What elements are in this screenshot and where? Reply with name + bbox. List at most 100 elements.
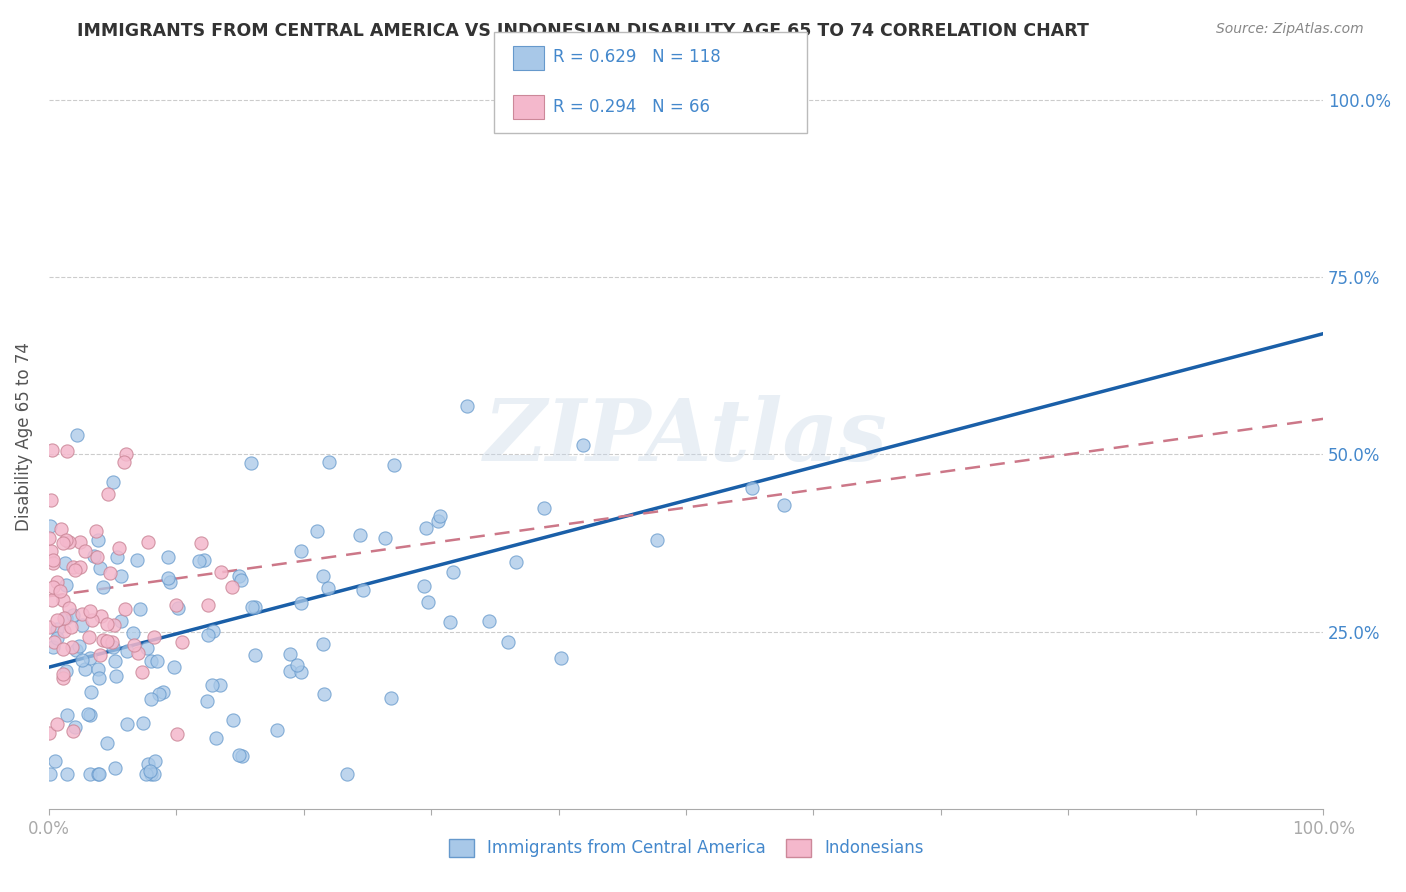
Point [114, 602, 136, 616]
Point [382, 458, 405, 473]
Point [89, 766, 111, 780]
Point [143, 754, 166, 768]
Point [79, 766, 101, 780]
Point [89, 648, 111, 662]
Point [148, 687, 170, 701]
Point [533, 500, 555, 515]
Point [193, 552, 215, 566]
Point [41, 593, 63, 607]
Point [52, 611, 75, 625]
Point [110, 614, 132, 628]
Point [112, 455, 135, 469]
Point [349, 528, 371, 542]
Point [336, 766, 359, 780]
Point [245, 648, 267, 662]
Point [127, 647, 149, 661]
Point [416, 595, 439, 609]
Point [79, 707, 101, 722]
Point [290, 665, 312, 679]
Point [139, 654, 162, 668]
Point [65, 642, 87, 657]
Point [101, 640, 124, 655]
Point [240, 600, 263, 615]
Point [44, 634, 66, 648]
Point [104, 654, 127, 668]
Point [114, 447, 136, 461]
Point [278, 664, 301, 678]
Point [380, 691, 402, 706]
Point [188, 554, 211, 568]
Point [550, 650, 572, 665]
Point [441, 565, 464, 579]
Point [572, 437, 595, 451]
Point [136, 757, 159, 772]
Point [772, 498, 794, 512]
Point [143, 630, 166, 644]
Point [131, 665, 153, 679]
Point [80, 613, 103, 627]
Point [52, 642, 75, 657]
Point [105, 550, 128, 565]
Point [505, 555, 527, 569]
Point [59, 620, 82, 634]
Point [87, 533, 110, 548]
Point [478, 614, 501, 628]
Point [136, 535, 159, 549]
Point [209, 566, 232, 580]
Point [231, 749, 253, 764]
Point [58, 534, 80, 549]
Point [75, 544, 97, 558]
Point [41, 443, 63, 458]
Point [42, 556, 65, 570]
Point [143, 766, 166, 780]
Point [87, 766, 110, 780]
Point [190, 536, 212, 550]
Point [197, 598, 219, 612]
Point [312, 687, 335, 701]
Point [221, 580, 243, 594]
Point [110, 569, 132, 583]
Point [229, 573, 252, 587]
Point [60, 640, 83, 654]
Point [38, 620, 60, 634]
Point [39, 543, 62, 558]
Point [135, 766, 157, 780]
Point [139, 766, 162, 780]
Point [205, 731, 228, 746]
Point [439, 615, 461, 630]
Point [498, 635, 520, 649]
Point [316, 581, 339, 595]
Point [125, 552, 148, 566]
Point [209, 678, 232, 692]
Point [124, 638, 146, 652]
Point [56, 443, 79, 458]
Point [139, 764, 162, 778]
Point [228, 748, 250, 763]
Point [97, 486, 120, 500]
Point [55, 766, 77, 780]
Point [741, 481, 763, 495]
Legend: Immigrants from Central America, Indonesians: Immigrants from Central America, Indones… [441, 832, 931, 864]
Point [52, 593, 75, 607]
Point [132, 716, 155, 731]
Point [228, 568, 250, 582]
Text: IMMIGRANTS FROM CENTRAL AMERICA VS INDONESIAN DISABILITY AGE 65 TO 74 CORRELATIO: IMMIGRANTS FROM CENTRAL AMERICA VS INDON… [77, 22, 1090, 40]
Point [201, 678, 224, 692]
Point [87, 662, 110, 676]
Point [91, 580, 114, 594]
Point [89, 561, 111, 575]
Point [46, 622, 69, 636]
Point [221, 714, 243, 728]
Point [307, 524, 329, 539]
Point [45, 575, 67, 590]
Point [70, 653, 93, 667]
Point [62, 607, 84, 622]
Point [166, 726, 188, 740]
Point [69, 534, 91, 549]
Point [166, 601, 188, 615]
Point [426, 514, 449, 528]
Point [163, 659, 186, 673]
Point [201, 624, 224, 639]
Point [456, 399, 478, 413]
Point [129, 602, 152, 616]
